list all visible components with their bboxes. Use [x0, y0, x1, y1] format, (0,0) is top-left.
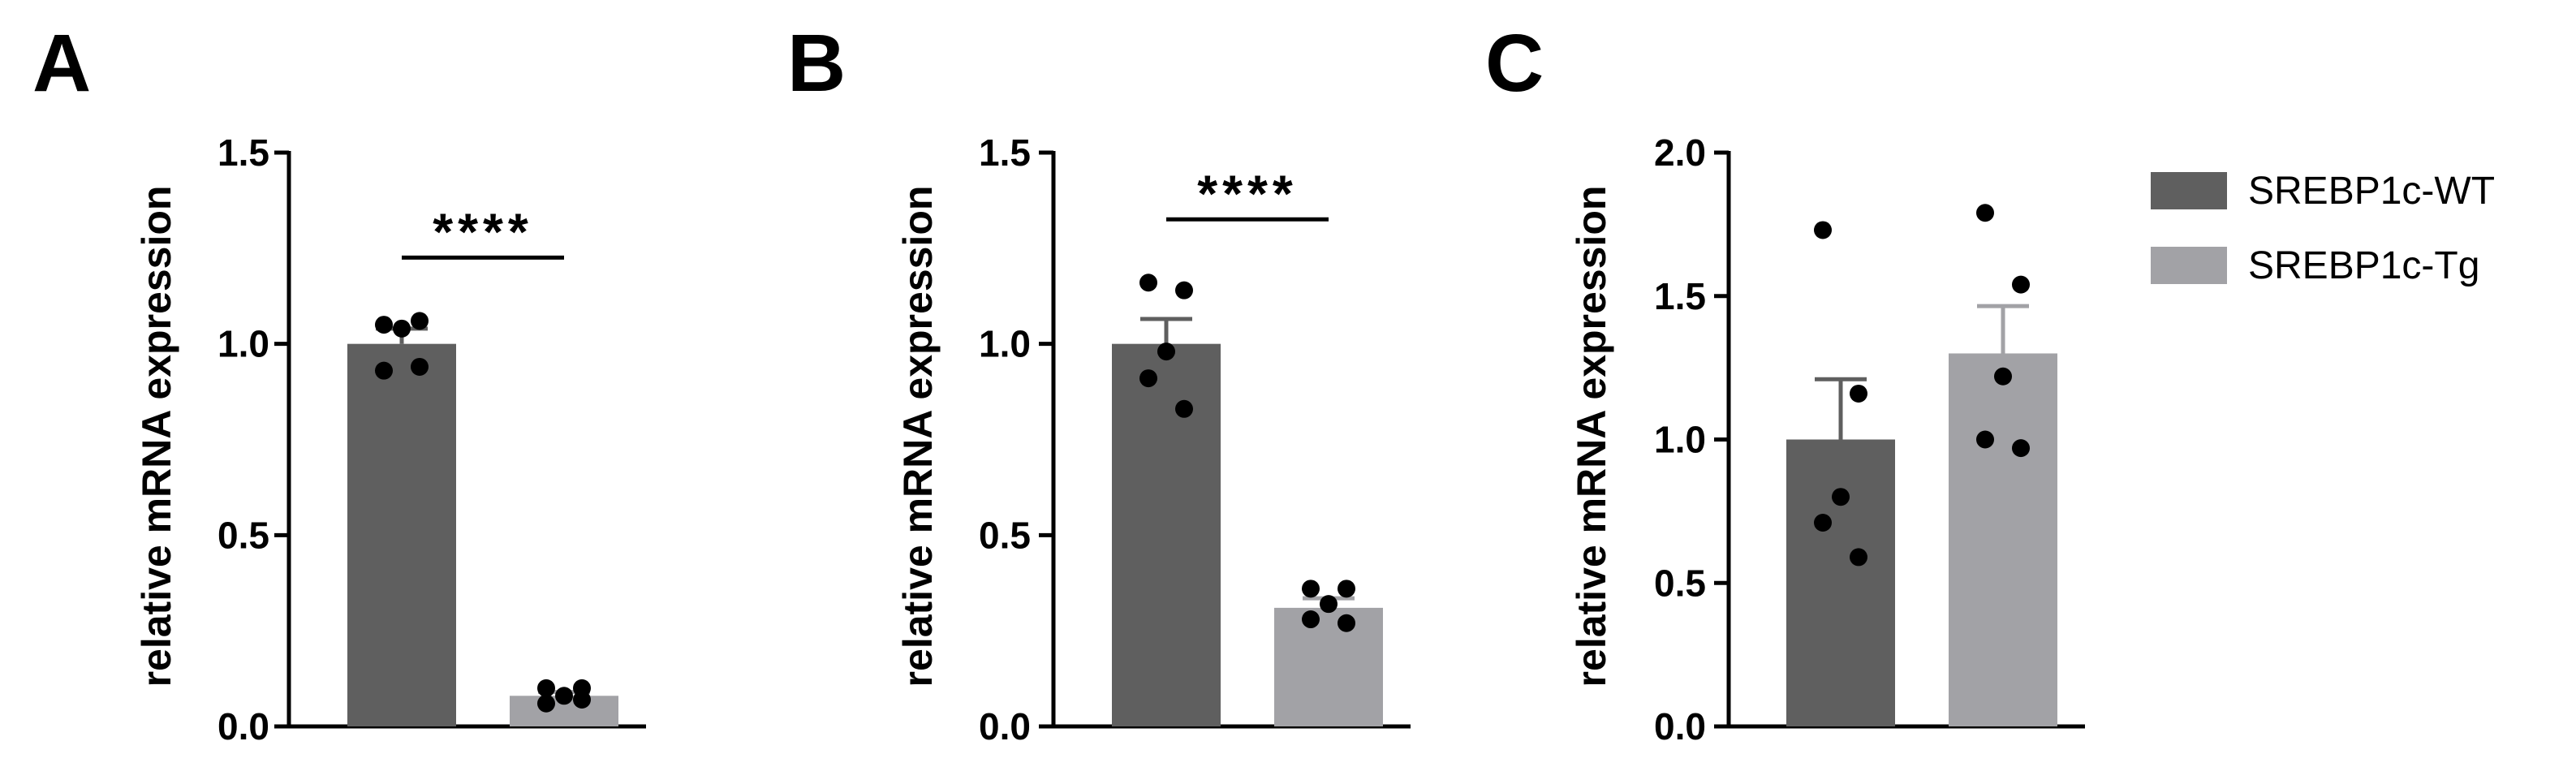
data-point	[555, 687, 573, 705]
panel-c: C 0.0 0.5 1.0 1.5 2.0 relative mRNA expression	[1485, 18, 2085, 748]
data-point	[2012, 439, 2030, 458]
data-point	[1338, 614, 1355, 632]
data-point	[2012, 275, 2030, 294]
data-point	[1139, 274, 1157, 292]
y-tick-label: 1.0	[1654, 419, 1706, 461]
y-axis-title: relative mRNA expression	[1569, 186, 1614, 687]
data-point	[1814, 221, 1832, 239]
bar-wt	[347, 343, 456, 726]
y-tick-label: 1.5	[979, 131, 1031, 174]
data-point	[1850, 384, 1867, 403]
data-point	[1814, 514, 1832, 532]
data-point	[1850, 548, 1867, 567]
y-tick-label: 0.0	[1654, 705, 1706, 748]
data-point	[1139, 369, 1157, 388]
data-point	[1976, 430, 1994, 449]
data-point	[1175, 281, 1193, 299]
data-point	[1976, 204, 1994, 222]
data-point	[393, 319, 411, 338]
data-point	[1302, 610, 1320, 629]
bar-tg	[1274, 607, 1383, 726]
data-point	[411, 357, 429, 376]
data-point	[537, 679, 555, 697]
y-tick-label: 0.5	[979, 514, 1031, 556]
data-point	[1320, 595, 1338, 614]
legend: SREBP1c-WT SREBP1c-Tg	[2151, 170, 2495, 287]
data-point	[573, 691, 591, 709]
y-tick-label: 0.0	[218, 705, 269, 748]
data-point	[537, 694, 555, 713]
data-point	[1994, 367, 2012, 386]
data-point	[1302, 580, 1320, 598]
panel-label: C	[1485, 18, 1544, 109]
data-point	[375, 361, 393, 380]
panel-label: A	[32, 18, 91, 109]
data-point	[1157, 343, 1175, 361]
significance-stars: ****	[433, 202, 533, 261]
data-point	[1175, 399, 1193, 418]
legend-label: SREBP1c-Tg	[2248, 244, 2479, 287]
panel-label: B	[787, 18, 846, 109]
y-tick-label: 0.5	[218, 514, 269, 556]
y-axis-title: relative mRNA expression	[895, 186, 941, 687]
data-point	[1832, 488, 1850, 506]
y-tick-label: 2.0	[1654, 131, 1706, 174]
data-point	[1338, 580, 1355, 598]
legend-label: SREBP1c-WT	[2248, 170, 2495, 213]
bar-wt	[1112, 343, 1221, 726]
significance-stars: ****	[1197, 164, 1298, 222]
y-tick-label: 0.5	[1654, 562, 1706, 604]
y-tick-label: 1.0	[979, 323, 1031, 365]
y-tick-label: 1.5	[218, 131, 269, 174]
panel-b: B 0.0 0.5 1.0 1.5 relative mRNA expression ***…	[787, 18, 1411, 748]
bar-tg	[1949, 353, 2057, 726]
legend-swatch	[2151, 172, 2227, 209]
y-tick-label: 0.0	[979, 705, 1031, 748]
y-axis-title: relative mRNA expression	[134, 186, 179, 687]
bar-wt	[1786, 439, 1895, 726]
legend-swatch	[2151, 247, 2227, 284]
data-point	[375, 316, 393, 334]
data-point	[411, 312, 429, 330]
panel-a: A 0.0 0.5 1.0 1.5 relative mRNA expression ***…	[32, 18, 646, 748]
y-tick-label: 1.5	[1654, 275, 1706, 317]
y-tick-label: 1.0	[218, 323, 269, 365]
